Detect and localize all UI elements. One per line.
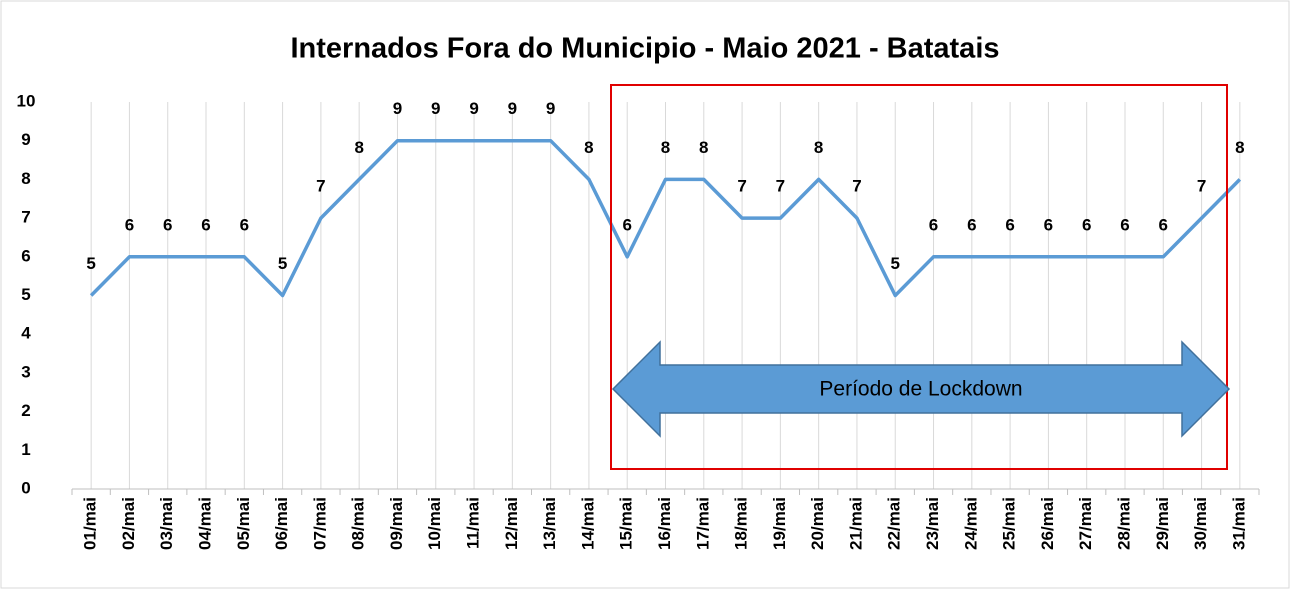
y-tick-label: 2: [21, 401, 30, 420]
x-tick-label: 11/mai: [464, 497, 483, 549]
data-label: 5: [891, 254, 900, 273]
data-label: 7: [737, 177, 746, 196]
data-label: 8: [699, 138, 708, 157]
x-tick-label: 18/mai: [732, 497, 751, 550]
data-label: 7: [776, 177, 785, 196]
x-tick-label: 12/mai: [502, 497, 521, 550]
y-tick-label: 7: [21, 208, 30, 227]
x-tick-label: 22/mai: [885, 497, 904, 550]
x-tick-label: 31/mai: [1229, 497, 1248, 550]
x-tick-label: 02/mai: [119, 497, 138, 550]
x-tick-label: 05/mai: [234, 497, 253, 550]
x-tick-label: 26/mai: [1038, 497, 1057, 550]
y-tick-label: 10: [17, 91, 36, 110]
y-tick-label: 8: [21, 169, 30, 188]
x-tick-label: 01/mai: [81, 497, 100, 550]
data-label: 6: [1044, 215, 1053, 234]
data-label: 8: [1235, 138, 1244, 157]
data-label: 6: [201, 215, 210, 234]
data-label: 9: [546, 99, 555, 118]
data-label: 6: [1082, 215, 1091, 234]
x-tick-label: 17/mai: [693, 497, 712, 550]
x-tick-label: 29/mai: [1153, 497, 1172, 550]
data-label: 7: [316, 177, 325, 196]
data-label: 5: [86, 254, 95, 273]
data-label: 6: [1120, 215, 1129, 234]
x-tick-label: 06/mai: [272, 497, 291, 550]
lockdown-box: [610, 84, 1228, 470]
x-tick-label: 08/mai: [349, 497, 368, 550]
y-tick-label: 4: [21, 324, 31, 343]
x-tick-label: 10/mai: [425, 497, 444, 550]
data-label: 9: [469, 99, 478, 118]
data-label: 9: [393, 99, 402, 118]
data-label: 6: [929, 215, 938, 234]
y-tick-label: 5: [21, 285, 30, 304]
data-label: 6: [622, 215, 631, 234]
y-tick-label: 1: [21, 440, 30, 459]
x-tick-label: 25/mai: [1000, 497, 1019, 550]
y-tick-label: 3: [21, 362, 30, 381]
annotation: Período de Lockdown: [819, 378, 1022, 401]
data-label: 6: [240, 215, 249, 234]
x-tick-label: 04/mai: [196, 497, 215, 550]
x-tick-label: 16/mai: [655, 497, 674, 550]
data-label: 8: [584, 138, 593, 157]
y-tick-label: 0: [21, 478, 30, 497]
data-label: 7: [852, 177, 861, 196]
y-tick-label: 6: [21, 246, 30, 265]
x-tick-label: 15/mai: [617, 497, 636, 550]
chart-title: Internados Fora do Municipio - Maio 2021…: [291, 33, 1000, 65]
data-label: 5: [278, 254, 287, 273]
x-tick-label: 21/mai: [846, 497, 865, 550]
data-line: [89, 138, 1242, 298]
x-tick-label: 27/mai: [1076, 497, 1095, 550]
x-tick-label: 09/mai: [387, 497, 406, 550]
data-label: 8: [661, 138, 670, 157]
x-tick-label: 24/mai: [961, 497, 980, 550]
x-tick-label: 23/mai: [923, 497, 942, 550]
y-tick-label: 9: [21, 130, 30, 149]
data-label: 7: [1197, 177, 1206, 196]
data-label: 9: [508, 99, 517, 118]
x-tick-label: 28/mai: [1114, 497, 1133, 550]
data-label: 9: [431, 99, 440, 118]
data-label: 8: [814, 138, 823, 157]
x-tick-label: 19/mai: [770, 497, 789, 550]
lockdown-arrow: [611, 340, 1231, 438]
data-label: 8: [354, 138, 363, 157]
x-tick-label: 14/mai: [578, 497, 597, 550]
data-label: 6: [125, 215, 134, 234]
data-label: 6: [1005, 215, 1014, 234]
data-label: 6: [163, 215, 172, 234]
data-label: 6: [967, 215, 976, 234]
data-label: 6: [1159, 215, 1168, 234]
x-tick-label: 20/mai: [808, 497, 827, 550]
x-tick-label: 03/mai: [157, 497, 176, 550]
x-tick-label: 13/mai: [540, 497, 559, 550]
x-tick-label: 07/mai: [310, 497, 329, 550]
x-tick-label: 30/mai: [1191, 497, 1210, 550]
